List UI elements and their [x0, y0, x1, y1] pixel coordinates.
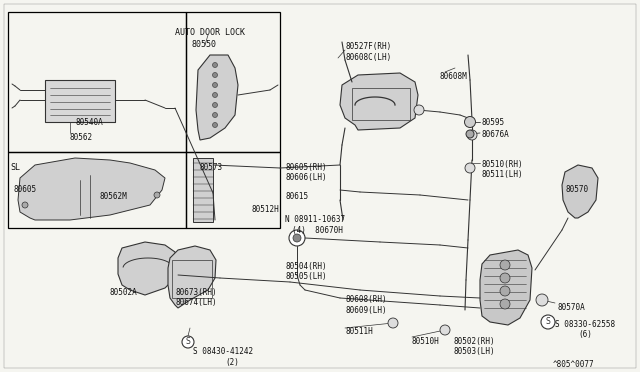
Text: (4)  80670H: (4) 80670H	[292, 226, 343, 235]
Text: 80511H: 80511H	[345, 327, 372, 336]
Circle shape	[293, 234, 301, 242]
Text: 80505(LH): 80505(LH)	[285, 272, 326, 281]
Circle shape	[466, 130, 474, 138]
Bar	[352, 88, 410, 120]
Text: 80510(RH): 80510(RH)	[482, 160, 524, 169]
Circle shape	[500, 260, 510, 270]
Circle shape	[541, 315, 555, 329]
Text: N 08911-10637: N 08911-10637	[285, 215, 345, 224]
Circle shape	[212, 112, 218, 118]
Circle shape	[212, 103, 218, 108]
Text: (2): (2)	[225, 358, 239, 367]
Text: AUTO DOOR LOCK: AUTO DOOR LOCK	[175, 28, 245, 37]
Polygon shape	[562, 165, 598, 218]
Text: 80502(RH): 80502(RH)	[453, 337, 495, 346]
Polygon shape	[340, 73, 418, 130]
Circle shape	[212, 93, 218, 97]
Text: 80673(RH): 80673(RH)	[175, 288, 216, 297]
Text: S: S	[546, 317, 550, 327]
Circle shape	[289, 230, 305, 246]
Text: 80605(RH): 80605(RH)	[285, 163, 326, 172]
Bar	[193, 158, 213, 222]
Text: S 08330-62558: S 08330-62558	[555, 320, 615, 329]
Circle shape	[212, 73, 218, 77]
Circle shape	[182, 336, 194, 348]
Circle shape	[500, 286, 510, 296]
Text: 80503(LH): 80503(LH)	[453, 347, 495, 356]
Circle shape	[154, 192, 160, 198]
Text: 80570A: 80570A	[558, 303, 586, 312]
Circle shape	[388, 318, 398, 328]
Circle shape	[536, 294, 548, 306]
Text: 80608C(LH): 80608C(LH)	[345, 53, 391, 62]
Text: 80562M: 80562M	[100, 192, 128, 201]
Polygon shape	[18, 158, 165, 220]
Circle shape	[414, 105, 424, 115]
Text: 80605: 80605	[14, 185, 37, 194]
Bar	[8, 152, 186, 228]
Text: 80615: 80615	[285, 192, 308, 201]
Text: 80674(LH): 80674(LH)	[175, 298, 216, 307]
Bar	[186, 12, 280, 152]
Text: 80512H: 80512H	[252, 205, 280, 214]
Text: 80676A: 80676A	[482, 130, 509, 139]
Circle shape	[467, 130, 477, 140]
Circle shape	[500, 273, 510, 283]
Text: 80527F(RH): 80527F(RH)	[345, 42, 391, 51]
Text: 80609(LH): 80609(LH)	[345, 306, 387, 315]
Circle shape	[212, 62, 218, 67]
Text: 80502A: 80502A	[110, 288, 138, 297]
Text: 80511(LH): 80511(LH)	[482, 170, 524, 179]
Bar	[45, 80, 115, 122]
Circle shape	[500, 299, 510, 309]
Text: 80608(RH): 80608(RH)	[345, 295, 387, 304]
Text: 80510H: 80510H	[412, 337, 440, 346]
Text: 80540A: 80540A	[76, 118, 104, 127]
Text: 80606(LH): 80606(LH)	[285, 173, 326, 182]
Circle shape	[440, 325, 450, 335]
Circle shape	[22, 202, 28, 208]
Text: S 08430-41242: S 08430-41242	[193, 347, 253, 356]
Circle shape	[465, 163, 475, 173]
Text: 80595: 80595	[482, 118, 505, 127]
Circle shape	[212, 122, 218, 128]
Text: SL: SL	[10, 163, 20, 172]
Circle shape	[212, 83, 218, 87]
Polygon shape	[118, 242, 178, 295]
Text: 80573: 80573	[200, 163, 223, 172]
Text: 80608M: 80608M	[440, 72, 468, 81]
Text: 80562: 80562	[70, 133, 93, 142]
Bar	[186, 152, 280, 228]
Text: (6): (6)	[578, 330, 592, 339]
Text: 80550: 80550	[192, 40, 217, 49]
Bar	[8, 12, 186, 152]
Polygon shape	[196, 55, 238, 140]
Circle shape	[465, 116, 476, 128]
Text: S: S	[186, 337, 190, 346]
Polygon shape	[168, 246, 216, 308]
Bar	[172, 260, 212, 298]
Polygon shape	[480, 250, 532, 325]
Text: 80570: 80570	[565, 185, 588, 194]
Text: ^805^0077: ^805^0077	[553, 360, 595, 369]
Text: 80504(RH): 80504(RH)	[285, 262, 326, 271]
